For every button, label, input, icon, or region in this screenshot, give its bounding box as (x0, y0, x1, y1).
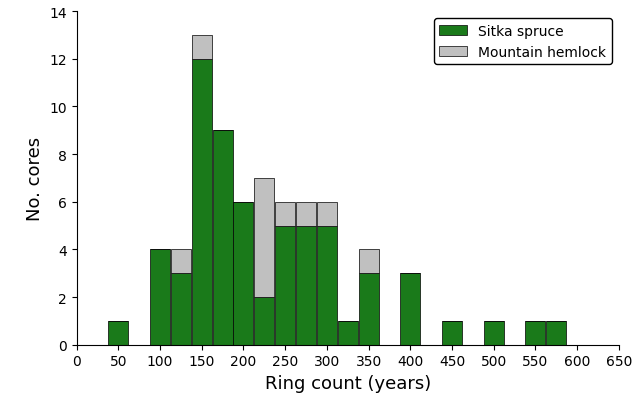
Bar (234, 202, 253, 345)
Legend: Sitka spruce, Mountain hemlock: Sitka spruce, Mountain hemlock (434, 19, 612, 65)
Bar (191, 36, 212, 60)
Y-axis label: No. cores: No. cores (26, 136, 43, 221)
Bar (255, 178, 274, 297)
Bar (359, 250, 378, 273)
Bar (338, 321, 358, 345)
Bar (484, 321, 504, 345)
Bar (442, 321, 462, 345)
Bar (546, 321, 567, 345)
Bar (400, 273, 420, 345)
Bar (317, 202, 337, 226)
Bar (359, 273, 378, 345)
Bar (191, 60, 212, 345)
Bar (255, 297, 274, 345)
Bar (296, 226, 316, 345)
Bar (212, 131, 233, 345)
X-axis label: Ring count (years): Ring count (years) (265, 374, 431, 392)
Bar (171, 250, 191, 273)
Bar (296, 202, 316, 226)
Bar (108, 321, 128, 345)
Bar (317, 226, 337, 345)
Bar (526, 321, 545, 345)
Bar (275, 226, 295, 345)
Bar (171, 273, 191, 345)
Bar (150, 250, 170, 345)
Bar (275, 202, 295, 226)
